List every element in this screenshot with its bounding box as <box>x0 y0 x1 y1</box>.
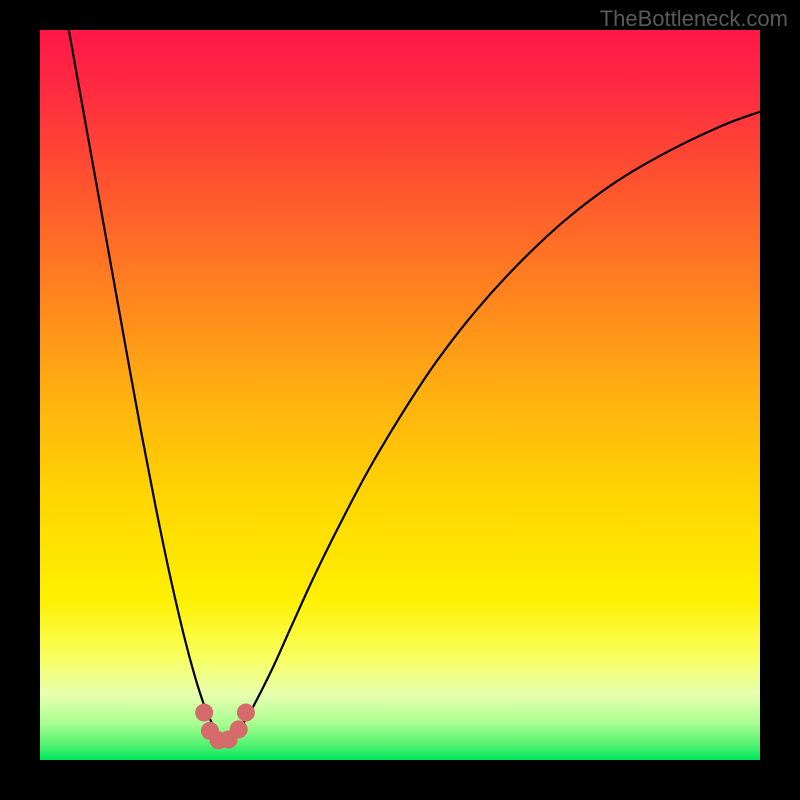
minimum-marker <box>195 704 213 722</box>
minimum-marker <box>237 704 255 722</box>
bottleneck-curve <box>69 30 760 736</box>
minimum-markers <box>195 704 255 750</box>
plot-area <box>40 30 760 760</box>
watermark-text: TheBottleneck.com <box>600 6 788 32</box>
minimum-marker <box>230 720 248 738</box>
curve-layer <box>40 30 760 760</box>
